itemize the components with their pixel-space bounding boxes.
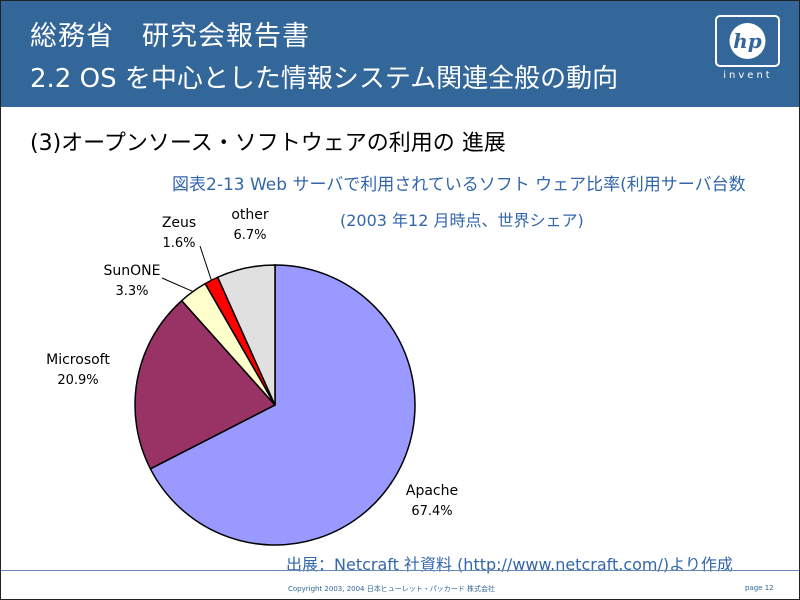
page-number: page 12 (745, 584, 774, 592)
chart-title: 図表2-13 Web サーバで利用されているソフト ウェア比率(利用サーバ台数 (172, 175, 746, 195)
leader-line-zeus (199, 245, 212, 281)
chart-subtitle: (2003 年12 月時点、世界シェア) (340, 211, 584, 230)
pie-slice-apache (149, 264, 416, 546)
pie-slice-other (216, 264, 276, 406)
header-bar: 総務省 研究会報告書 2.2 OS を中心とした情報システム関連全般の動向 hp… (0, 0, 800, 107)
hp-logo-icon: hp (715, 15, 780, 67)
copyright-text: Copyright 2003, 2004 日本ヒューレット・パッカード 株式会社 (288, 585, 495, 593)
slice-label-apache: Apache (406, 483, 458, 499)
source-note: 出展：Netcraft 社資料 (http://www.netcraft.com… (286, 555, 733, 574)
slice-value-zeus: 1.6% (162, 236, 195, 251)
logo-text: hp (733, 29, 762, 53)
logo-tagline: invent (723, 70, 773, 81)
slice-value-sunone: 3.3% (115, 284, 148, 299)
slice-label-sunone: SunONE (104, 263, 161, 279)
slice-value-apache: 67.4% (411, 504, 452, 519)
footer-divider (0, 570, 800, 571)
pie-slice-microsoft (134, 299, 277, 470)
slide-subtitle: 2.2 OS を中心とした情報システム関連全般の動向 (30, 64, 619, 94)
slice-label-other: other (231, 207, 269, 223)
slide-title: 総務省 研究会報告書 (30, 21, 310, 52)
slice-value-microsoft: 20.9% (57, 373, 98, 388)
section-heading: (3)オープンソース・ソフトウェアの利用の 進展 (30, 131, 506, 156)
slice-label-microsoft: Microsoft (46, 352, 110, 368)
slice-value-other: 6.7% (233, 228, 266, 243)
leader-line-sunone (161, 277, 194, 292)
slice-label-zeus: Zeus (162, 215, 196, 231)
